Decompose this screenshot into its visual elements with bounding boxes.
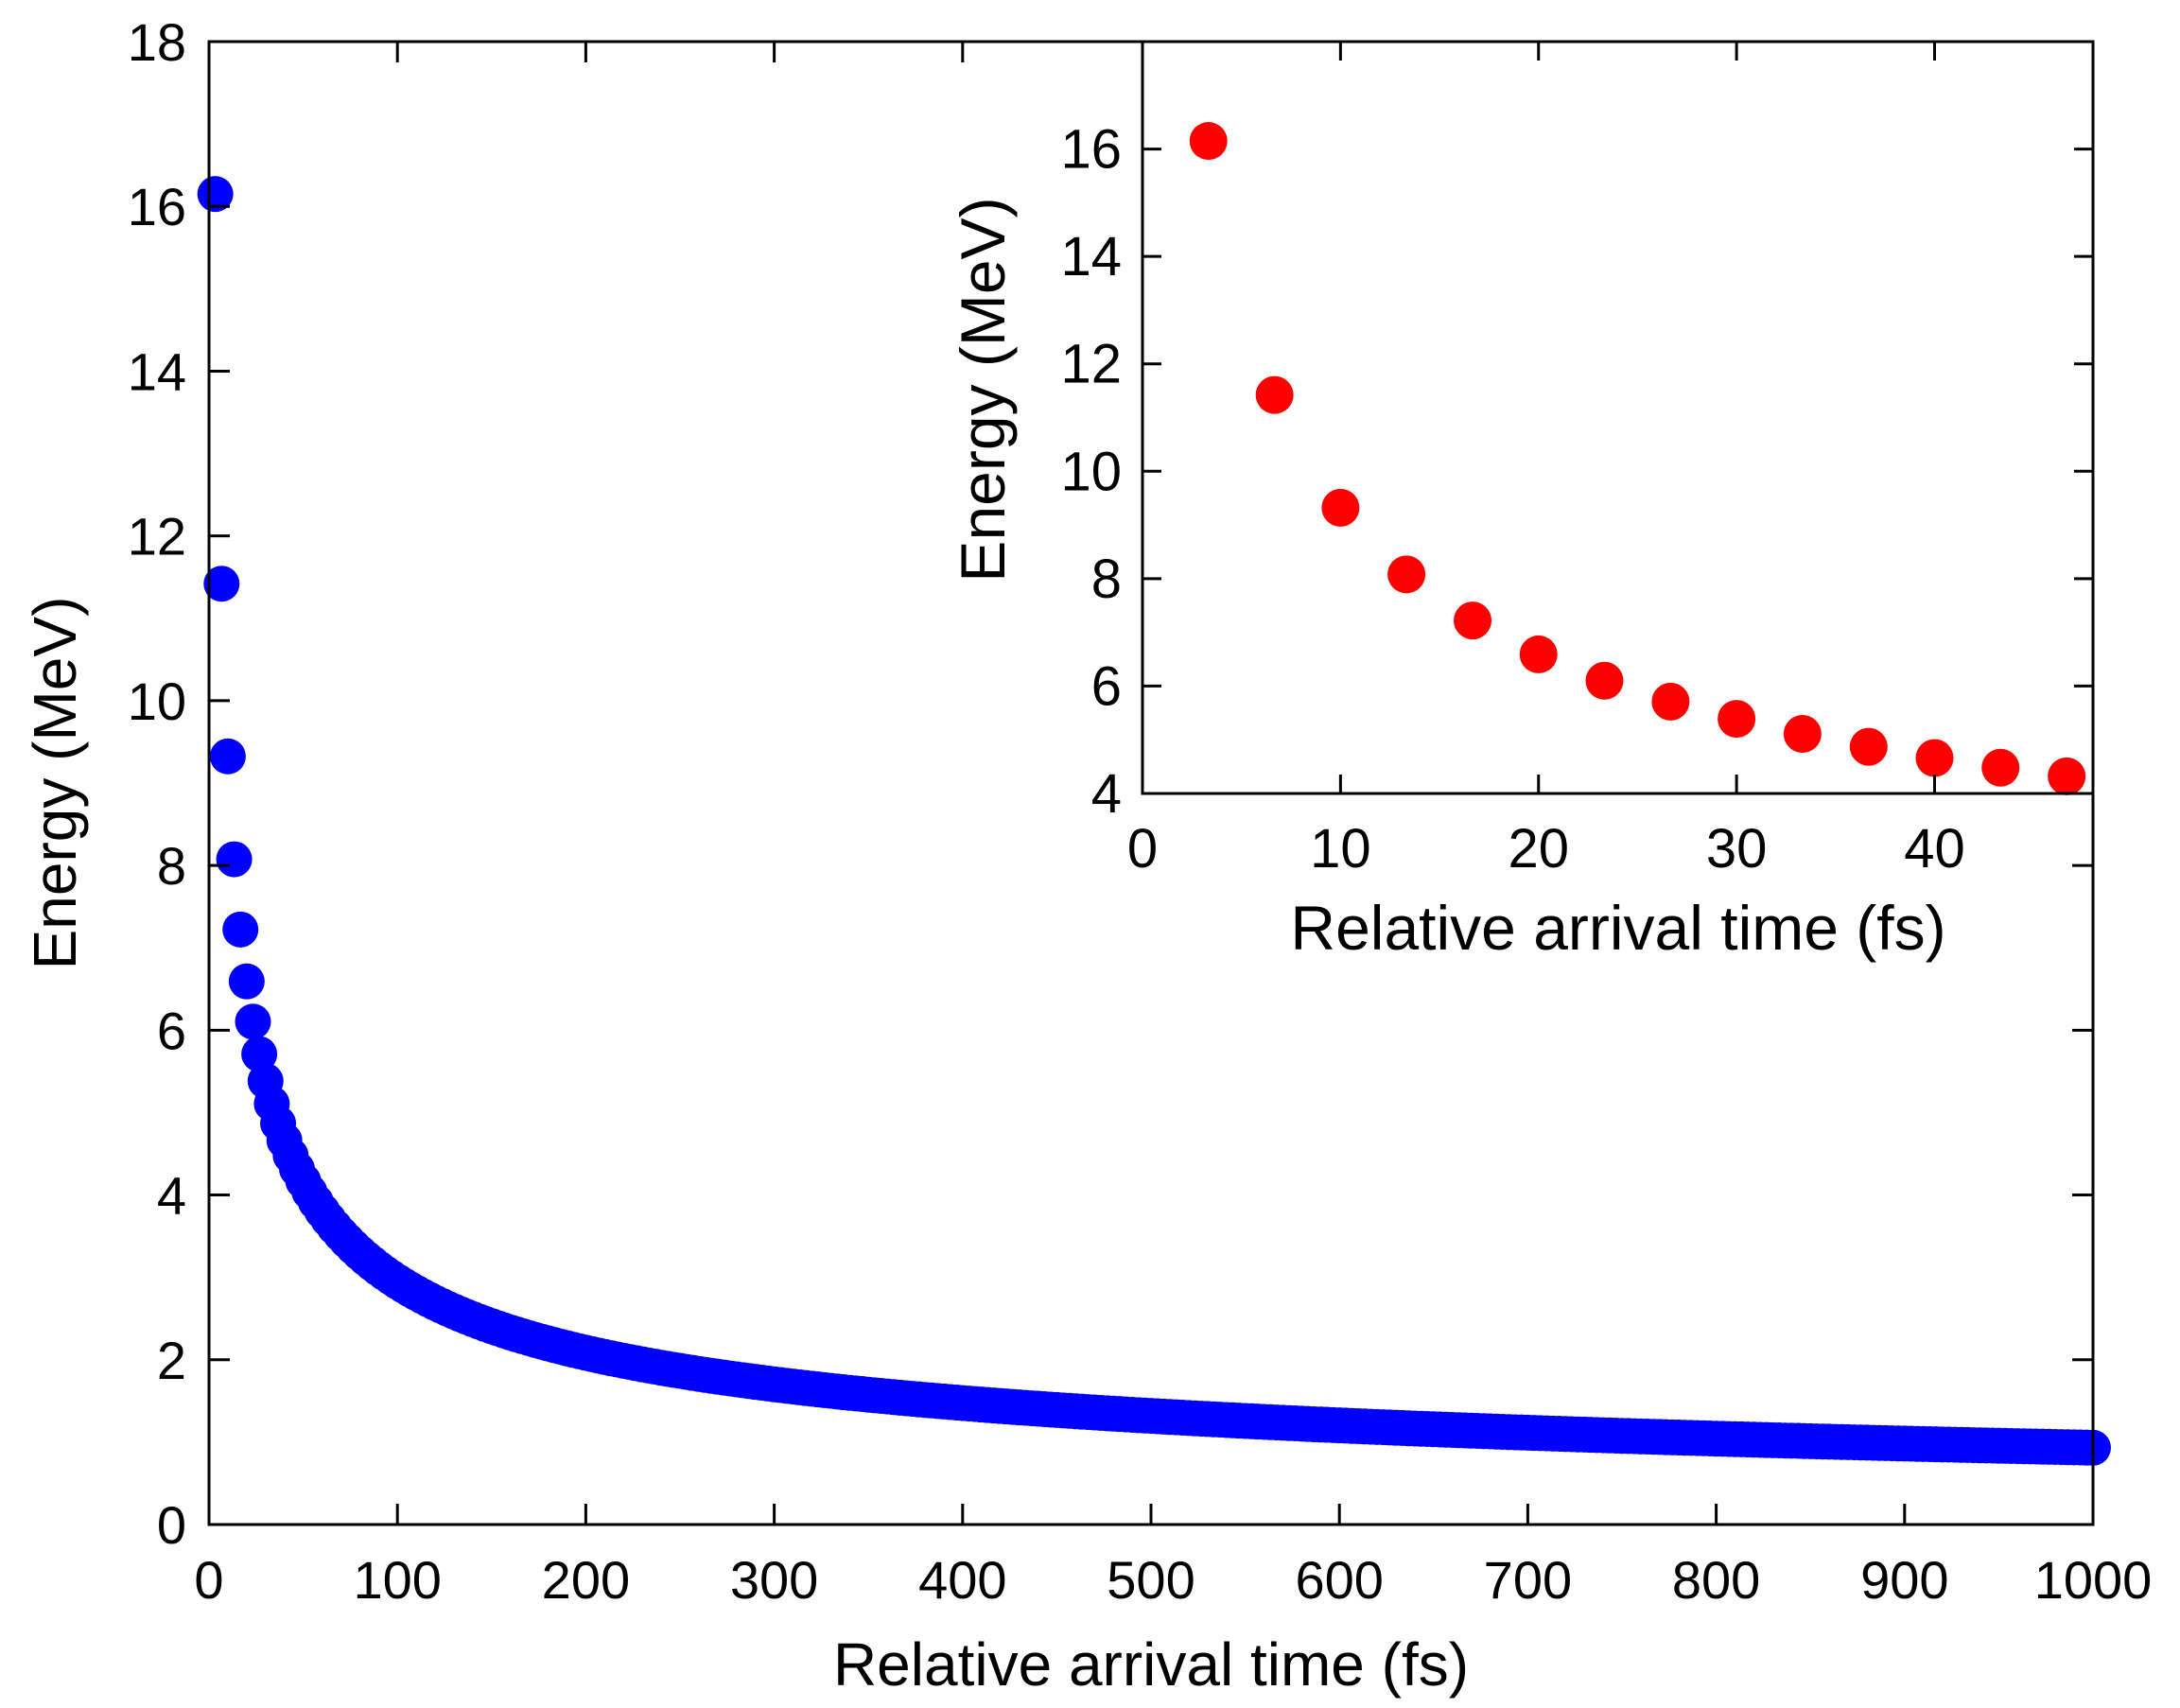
inset-data-point xyxy=(1255,375,1294,414)
main-data-point xyxy=(241,1036,278,1072)
inset-data-point xyxy=(1454,601,1492,640)
inset-markers xyxy=(1189,122,2086,795)
main-y-axis-label: Energy (MeV) xyxy=(21,597,89,970)
main-y-tick-label: 2 xyxy=(157,1331,186,1390)
main-x-tick-label: 100 xyxy=(353,1550,441,1610)
inset-y-tick-label: 10 xyxy=(1060,441,1122,502)
main-y-tick-label: 4 xyxy=(157,1166,186,1226)
main-x-tick-label: 500 xyxy=(1107,1550,1195,1610)
inset-data-point xyxy=(1718,700,1756,739)
inset-data-point xyxy=(1321,488,1360,527)
inset-y-tick-label: 8 xyxy=(1091,549,1122,610)
inset-plot-frame xyxy=(1141,40,2095,795)
inset-x-tick-label: 20 xyxy=(1508,818,1569,880)
main-x-tick-label: 700 xyxy=(1484,1550,1572,1610)
inset-chart: 0 10 20 30 40 4 6 8 10 12 14 16 Relative arrival ti… xyxy=(948,40,2095,963)
inset-data-point xyxy=(1849,727,1888,766)
main-x-tick-label: 900 xyxy=(1860,1550,1948,1610)
main-data-point xyxy=(235,1003,271,1040)
main-data-point xyxy=(228,963,265,1000)
inset-data-point xyxy=(1387,555,1426,594)
inset-y-tick-label: 4 xyxy=(1091,763,1122,825)
inset-ticks xyxy=(1141,42,2093,795)
inset-y-axis-label: Energy (MeV) xyxy=(948,197,1018,582)
main-x-tick-label: 600 xyxy=(1295,1550,1383,1610)
inset-y-tick-label: 14 xyxy=(1060,226,1122,288)
main-y-tick-label: 14 xyxy=(128,341,186,401)
inset-y-tick-label: 12 xyxy=(1060,334,1122,395)
main-y-tick-label: 12 xyxy=(128,507,186,566)
inset-data-point xyxy=(1519,635,1558,673)
main-x-tick-label: 400 xyxy=(918,1550,1006,1610)
main-x-tick-label: 800 xyxy=(1672,1550,1760,1610)
inset-y-tick-label: 16 xyxy=(1060,119,1122,181)
main-x-tick-label: 1000 xyxy=(2034,1550,2153,1610)
inset-data-point xyxy=(1585,661,1624,700)
inset-data-point xyxy=(1981,748,2020,787)
inset-data-point xyxy=(1783,714,1822,753)
main-x-tick-label: 200 xyxy=(542,1550,630,1610)
inset-x-tick-label: 30 xyxy=(1706,818,1768,880)
main-data-point xyxy=(216,841,253,878)
main-markers xyxy=(197,176,2111,1466)
main-y-tick-label: 18 xyxy=(128,12,186,72)
main-x-tick-label: 0 xyxy=(194,1550,223,1610)
main-y-tick-label: 10 xyxy=(128,671,186,731)
main-data-point xyxy=(222,911,259,948)
main-y-tick-label: 16 xyxy=(128,177,186,236)
main-y-tick-label: 6 xyxy=(157,1001,186,1060)
main-data-point xyxy=(209,738,246,775)
inset-data-point xyxy=(1651,682,1690,721)
inset-data-point xyxy=(1915,739,1954,777)
main-chart: 0 100 200 300 400 500 600 700 800 900 100002468101… xyxy=(21,12,2152,1699)
inset-data-point xyxy=(2048,757,2086,795)
main-data-point xyxy=(203,566,240,602)
main-data-point xyxy=(197,176,234,213)
main-tick-labels: 0 100 200 300 400 500 600 700 800 900 100002468101… xyxy=(128,12,2153,1610)
inset-x-tick-label: 40 xyxy=(1904,818,1965,880)
main-y-tick-label: 0 xyxy=(157,1495,186,1555)
inset-data-point xyxy=(1189,122,1228,161)
main-y-tick-label: 8 xyxy=(157,836,186,896)
inset-x-tick-label: 10 xyxy=(1310,818,1371,880)
inset-x-tick-label: 0 xyxy=(1127,818,1158,880)
main-x-tick-label: 300 xyxy=(730,1550,818,1610)
inset-tick-labels: 0 10 20 30 40 4 6 8 10 12 14 16 xyxy=(1060,119,1964,880)
main-x-axis-label: Relative arrival time (fs) xyxy=(833,1630,1469,1699)
inset-y-tick-label: 6 xyxy=(1091,655,1122,717)
inset-x-axis-label: Relative arrival time (fs) xyxy=(1290,893,1945,963)
